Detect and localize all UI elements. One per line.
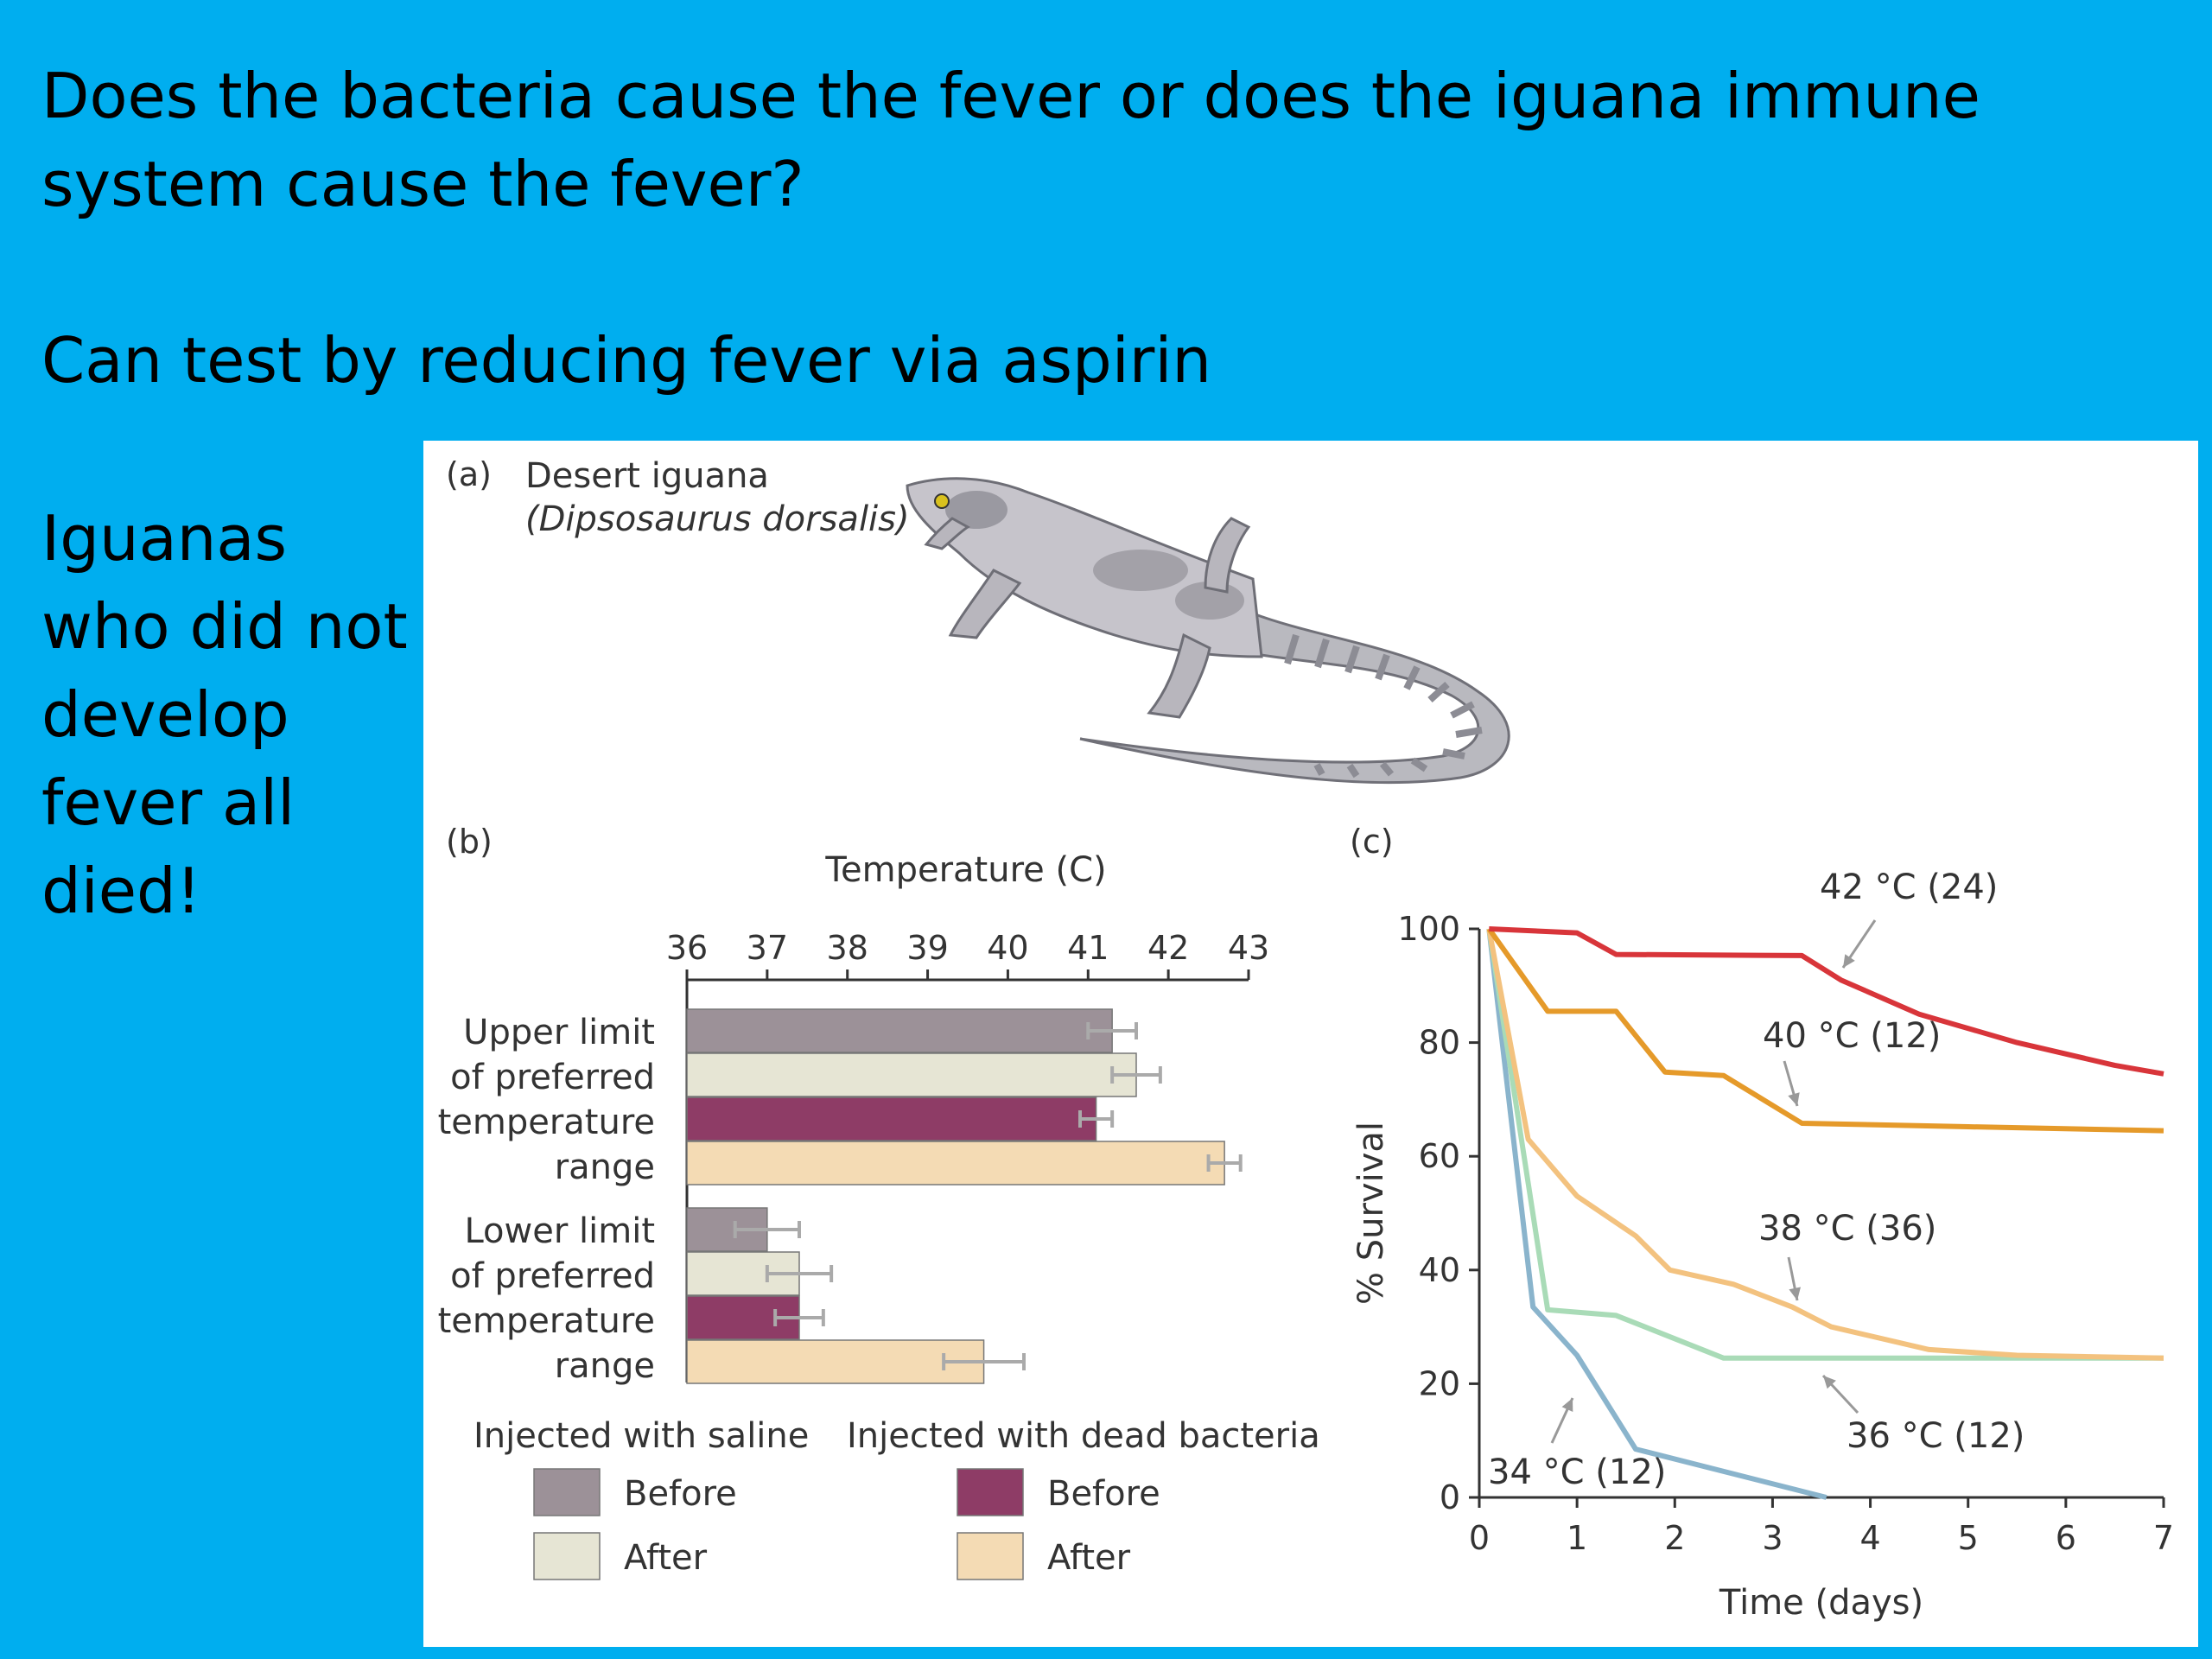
bar-group-label: range	[555, 1346, 655, 1386]
legend-group-title: Injected with dead bacteria	[847, 1416, 1320, 1456]
figure-panel: (a) Desert iguana (Dipsosaurus dorsalis)	[423, 441, 2198, 1647]
annotation-arrowhead	[1788, 1092, 1800, 1106]
legend-swatch	[957, 1532, 1024, 1580]
slide-note: Iguanas who did not develop fever all di…	[41, 502, 408, 927]
line-chart-axis: 0 1 2 3 4 5 6 7 0 20 40 60 80 100 Time (days) % Surviva…	[1351, 910, 2174, 1623]
bar-group-label: of preferred	[450, 1256, 655, 1296]
bar-x-tick-label: 42	[1147, 929, 1189, 967]
bar-x-tick-label: 40	[987, 929, 1028, 967]
series-annotation: 38 °C (36)	[1758, 1209, 1936, 1249]
bar-group-label: Upper limit	[463, 1013, 655, 1052]
series-annotation: 34 °C (12)	[1488, 1452, 1666, 1492]
bar-x-tick-label: 43	[1228, 929, 1269, 967]
line-chart-ylabel: % Survival	[1351, 1122, 1391, 1305]
legend-label: After	[624, 1538, 708, 1578]
survival-line	[1486, 927, 2164, 1134]
bar-chart-bars	[686, 1008, 1243, 1384]
line-x-tick-label: 4	[1859, 1519, 1880, 1557]
line-y-tick-label: 100	[1397, 910, 1460, 948]
line-chart-series	[1486, 926, 2164, 1500]
series-annotation: 42 °C (24)	[1820, 868, 1998, 907]
bar	[686, 1141, 1225, 1185]
survival-line	[1489, 926, 2164, 1077]
line-y-tick-label: 20	[1419, 1364, 1460, 1402]
line-y-tick-label: 80	[1419, 1024, 1460, 1062]
annotation-arrowhead	[1843, 954, 1855, 968]
annotation-arrowhead	[1789, 1287, 1801, 1300]
line-x-tick-label: 5	[1958, 1519, 1979, 1557]
legend-label: Before	[1047, 1474, 1160, 1514]
legend-swatch	[957, 1468, 1024, 1516]
bar-x-tick-label: 36	[666, 929, 708, 967]
bar	[686, 1052, 1137, 1097]
legend-label: Before	[624, 1474, 737, 1514]
bar-group-label: temperature	[438, 1103, 655, 1142]
bar-x-tick-label: 41	[1067, 929, 1109, 967]
figure-svg: (a) Desert iguana (Dipsosaurus dorsalis)	[438, 455, 2175, 1623]
bar-x-tick-label: 37	[747, 929, 788, 967]
bar-chart-legend: Injected with saline Before After Injected …	[474, 1416, 1320, 1580]
line-x-tick-label: 3	[1762, 1519, 1783, 1557]
line-y-tick-label: 40	[1419, 1251, 1460, 1289]
desert-iguana-drawing	[906, 477, 1510, 785]
line-x-tick-label: 0	[1469, 1519, 1490, 1557]
bar-chart-axis: 36 37 38 39 40 41 42 43	[666, 929, 1269, 1382]
annotation-arrowhead	[1561, 1398, 1573, 1412]
bar-x-tick-label: 39	[906, 929, 948, 967]
line-x-tick-label: 6	[2056, 1519, 2076, 1557]
bar-group-label: Lower limit	[464, 1211, 655, 1251]
line-chart-xlabel: Time (days)	[1719, 1583, 1923, 1623]
survival-line	[1486, 928, 2164, 1361]
legend-label: After	[1047, 1538, 1131, 1578]
series-annotation: 40 °C (12)	[1763, 1016, 1941, 1056]
bar-x-tick-label: 38	[827, 929, 868, 967]
legend-swatch	[533, 1532, 601, 1580]
legend-group-title: Injected with saline	[474, 1416, 809, 1456]
bar	[686, 1008, 1113, 1053]
line-x-tick-label: 2	[1664, 1519, 1685, 1557]
survival-line	[1486, 928, 1827, 1500]
panel-b-label: (b)	[446, 823, 493, 861]
panel-a-label: (a)	[446, 455, 492, 493]
bar-group-label: range	[555, 1147, 655, 1187]
line-y-tick-label: 60	[1419, 1137, 1460, 1175]
legend-swatch	[533, 1468, 601, 1516]
iguana-common-name: Desert iguana	[525, 456, 769, 496]
survival-line	[1486, 928, 2164, 1361]
bar-chart-xlabel: Temperature (C)	[824, 850, 1106, 890]
slide-title: Does the bacteria cause the fever or doe…	[41, 60, 1980, 220]
annotation-arrowhead	[1823, 1376, 1836, 1389]
line-y-tick-label: 0	[1440, 1478, 1460, 1516]
line-chart-annotations: 42 °C (24) 40 °C (12) 38 °C (36) 36 °C (12)…	[1488, 868, 2024, 1492]
line-x-tick-label: 7	[2153, 1519, 2174, 1557]
bar	[686, 1339, 985, 1384]
bar-group-label: temperature	[438, 1301, 655, 1341]
bar	[686, 1096, 1097, 1141]
line-x-tick-label: 1	[1567, 1519, 1587, 1557]
bar-chart-group-labels: Upper limit of preferred temperature range L…	[438, 1013, 655, 1386]
bar-group-label: of preferred	[450, 1058, 655, 1097]
slide-subtitle: Can test by reducing fever via aspirin	[41, 324, 1211, 397]
iguana-scientific-name: (Dipsosaurus dorsalis)	[525, 499, 910, 539]
series-annotation: 36 °C (12)	[1847, 1416, 2024, 1456]
panel-c-label: (c)	[1350, 823, 1394, 861]
